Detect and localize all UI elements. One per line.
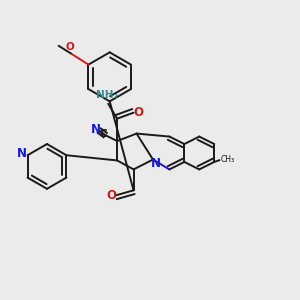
Text: N: N	[16, 147, 27, 160]
Text: O: O	[134, 106, 143, 119]
Text: CH₃: CH₃	[221, 155, 235, 164]
Text: O: O	[66, 42, 74, 52]
Text: O: O	[106, 189, 116, 202]
Text: NH₂: NH₂	[96, 90, 118, 100]
Text: C: C	[99, 129, 106, 139]
Text: N: N	[91, 123, 101, 136]
Text: N: N	[151, 157, 161, 169]
